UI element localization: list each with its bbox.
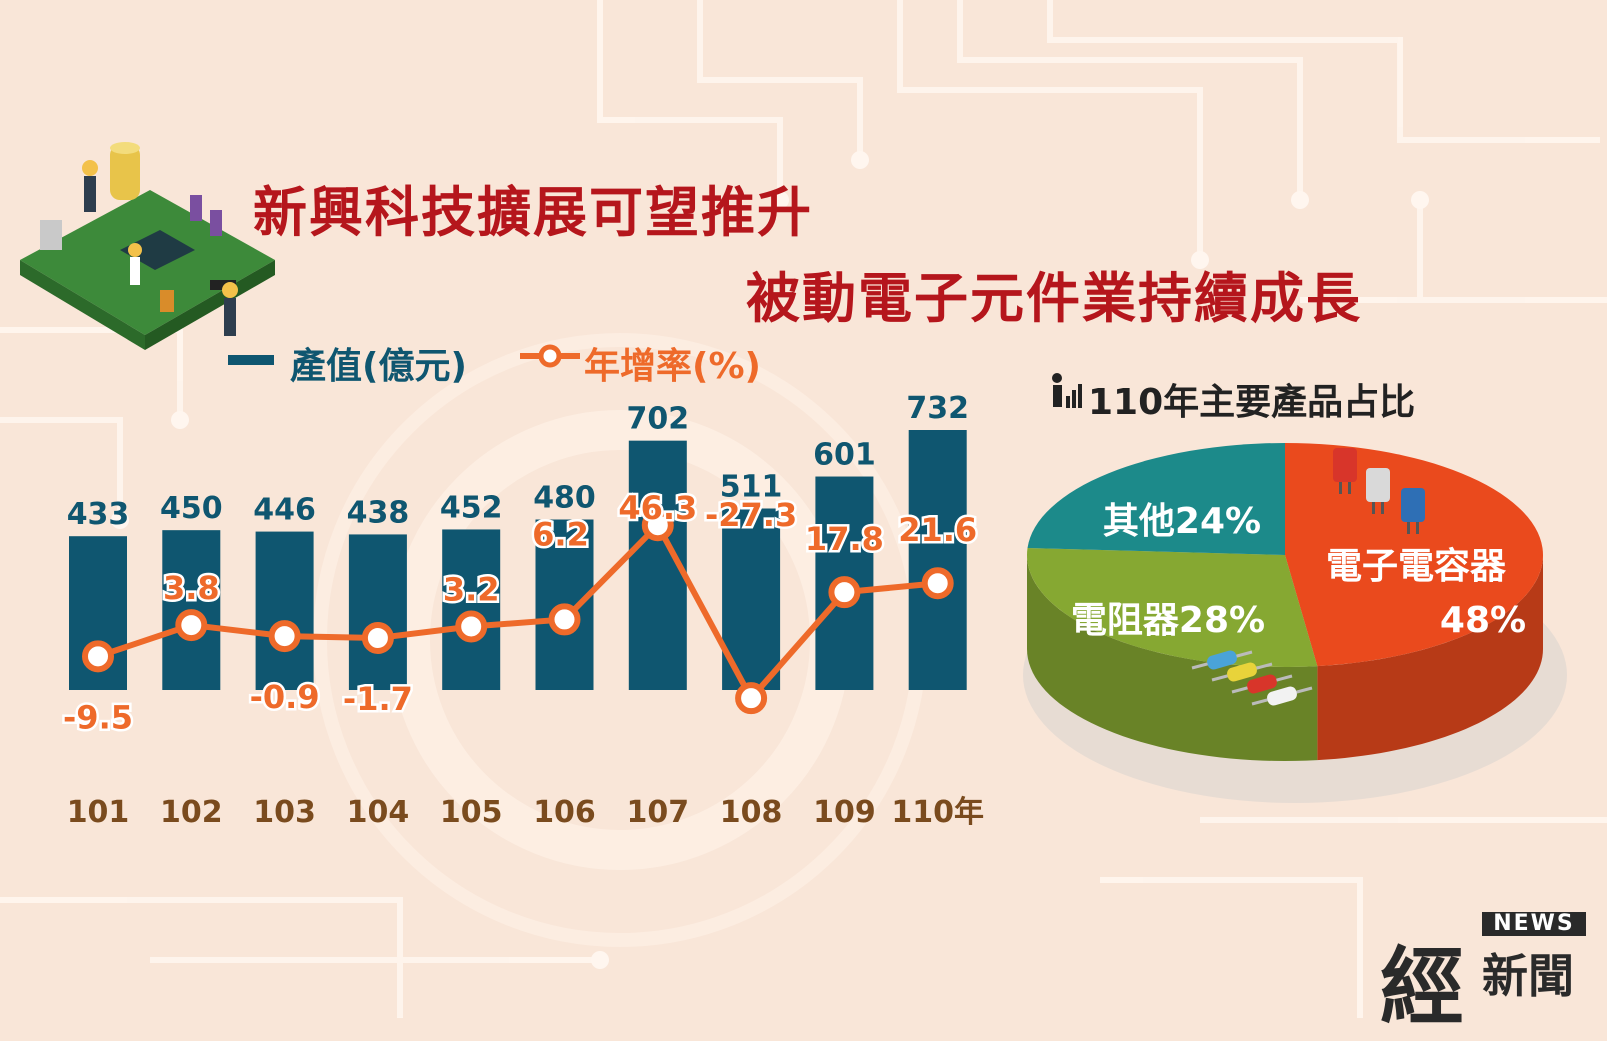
rate-label: 46.3 (618, 489, 697, 527)
bar-104 (348, 534, 407, 690)
capacitor-lead (1381, 502, 1384, 514)
rate-label: -27.3 (705, 496, 797, 534)
legend-bar-swatch (228, 355, 274, 365)
year-label: 101 (67, 795, 130, 830)
capacitor-lead (1416, 522, 1419, 534)
bar-value-label: 450 (160, 491, 223, 526)
bar-105 (442, 529, 501, 690)
capacitor-lead (1407, 522, 1410, 534)
pie-label-capacitor: 電子電容器 (1326, 546, 1507, 587)
logo-sub-text: 新聞 (1482, 949, 1574, 1003)
resistor-icon (1267, 686, 1297, 706)
bar-110年 (908, 430, 967, 690)
rate-label: -9.5 (63, 698, 133, 736)
bar-value-label: 452 (440, 490, 503, 525)
year-label: 106 (533, 795, 596, 830)
title-line-1: 新興科技擴展可望推升 (253, 181, 813, 244)
year-labels-layer: 101 102 103 104 105 106 107 108 109 110年 (67, 795, 984, 830)
bar-value-label: 446 (253, 493, 316, 528)
rate-label: 3.2 (443, 570, 500, 608)
title-line-2: 被動電子元件業持續成長 (746, 267, 1362, 330)
bar-value-label: 702 (626, 402, 689, 437)
logo-news-badge: NEWS (1482, 912, 1586, 936)
rate-label: 17.8 (805, 520, 884, 558)
year-label: 107 (626, 795, 689, 830)
rate-point (641, 509, 674, 542)
rate-label: -1.7 (343, 680, 413, 718)
rate-point (921, 567, 954, 600)
pie-layer: 電子電容器 48% 電阻器28% 其他24% (1023, 443, 1567, 803)
logo-main-char: 經 (1380, 937, 1465, 1036)
rate-point (455, 610, 488, 643)
rate-labels-layer: -9.5 3.8 -0.9 -1.7 3.2 6.2 46.3 -27.317.8 21.6 (61, 487, 980, 739)
bar-103 (255, 531, 314, 690)
pie-slice-電子電容器 (1285, 443, 1544, 667)
rate-point (735, 682, 768, 715)
year-label: 109 (813, 795, 876, 830)
rate-point (548, 603, 581, 636)
pie-side-電阻器 (1027, 555, 1318, 761)
pie-slice-其他 (1027, 443, 1285, 555)
capacitor-icon (1366, 468, 1390, 502)
rate-point (828, 576, 861, 609)
pie-label-resistor: 電阻器28% (1071, 600, 1265, 641)
bar-value-label: 732 (906, 391, 969, 426)
pie-label-capacitor-pct: 48% (1440, 600, 1526, 641)
legend-line-icon (520, 344, 580, 368)
bar-value-label: 438 (347, 495, 410, 530)
rate-point (268, 620, 301, 653)
pie-side-電子電容器 (1317, 555, 1543, 761)
rate-point (175, 609, 208, 642)
bar-value-label: 480 (533, 481, 596, 516)
capacitor-lead (1372, 502, 1375, 514)
year-label: 110年 (891, 795, 984, 830)
capacitor-icon (1333, 448, 1357, 482)
rate-point (361, 621, 394, 654)
bar-labels-layer: 433 450 446 438 452 480 702 511 601 732 (67, 391, 969, 532)
circuit-board-illustration (20, 142, 275, 350)
year-label: 102 (160, 795, 223, 830)
year-label: 103 (253, 795, 316, 830)
capacitor-lead (1339, 482, 1342, 494)
legend-line-label: 年增率(%) (584, 346, 761, 387)
rate-point (82, 640, 114, 673)
line-layer (82, 509, 954, 715)
pie-label-other: 其他24% (1103, 501, 1261, 542)
chart-canvas: 433 450 446 438 452 480 702 511 601 732 -9.5 3.8 -0… (61, 391, 1567, 830)
bar-value-label: 433 (67, 497, 130, 532)
capacitor-icon (1401, 488, 1425, 522)
resistor-icon (1207, 650, 1237, 670)
legend-bar-label: 產值(億元) (290, 346, 467, 387)
rate-label: 21.6 (898, 511, 977, 549)
rate-label: 3.8 (163, 569, 220, 607)
year-label: 108 (720, 795, 783, 830)
resistor-icon (1227, 662, 1257, 682)
resistor-icon (1247, 674, 1277, 694)
year-label: 105 (440, 795, 503, 830)
pie-slice-電阻器 (1027, 547, 1318, 667)
year-label: 104 (347, 795, 410, 830)
growth-rate-line (97, 522, 938, 702)
bar-value-label: 511 (720, 469, 783, 504)
pie-title: 110年主要產品占比 (1088, 382, 1416, 423)
bar-value-label: 601 (813, 438, 876, 473)
capacitor-lead (1348, 482, 1351, 494)
presenter-chart-icon (1052, 373, 1082, 408)
rate-label: -0.9 (250, 678, 320, 716)
rate-label: 6.2 (532, 515, 589, 553)
